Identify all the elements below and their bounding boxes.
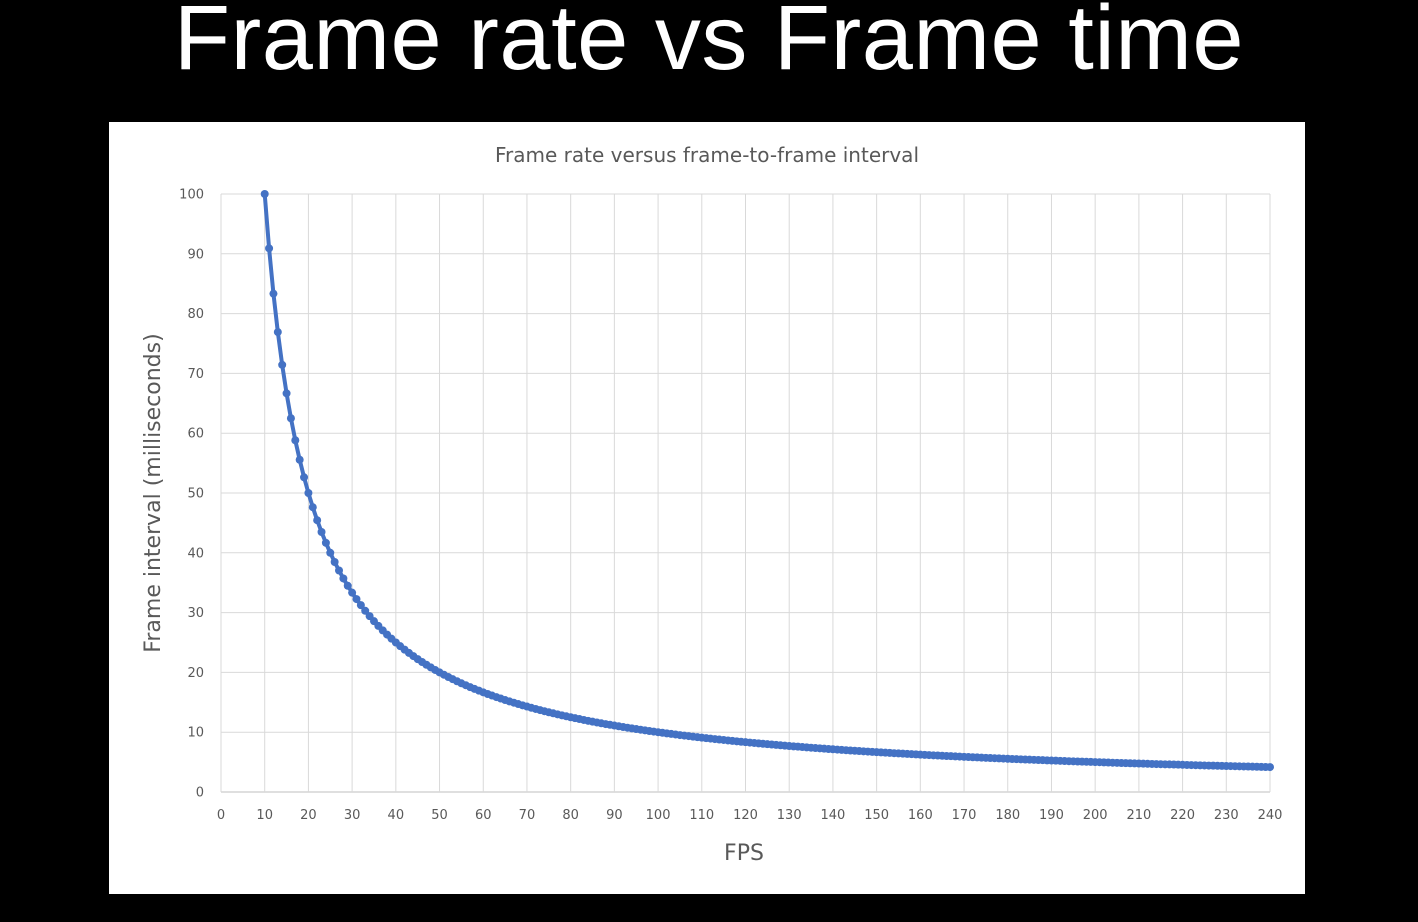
data-point — [352, 595, 361, 604]
x-tick-label: 80 — [562, 808, 579, 823]
x-axis-ticks: 0 10 20 30 40 50 60 70 80 90 100 110 120 130 140 150 160… — [217, 808, 1283, 823]
x-tick-label: 20 — [300, 808, 317, 823]
data-point — [286, 414, 295, 423]
y-tick-label: 20 — [187, 666, 204, 681]
data-point — [356, 601, 365, 610]
y-tick-label: 100 — [179, 188, 204, 203]
x-tick-label: 160 — [908, 808, 933, 823]
x-tick-label: 190 — [1039, 808, 1064, 823]
data-point — [273, 328, 282, 337]
data-point — [348, 588, 357, 597]
data-point — [282, 389, 291, 398]
y-tick-label: 40 — [187, 546, 204, 561]
x-tick-label: 40 — [388, 808, 405, 823]
y-axis-ticks: 0 10 20 30 40 50 60 70 80 90 100 — [179, 188, 204, 801]
data-point — [291, 436, 300, 445]
chart-title: Frame rate versus frame-to-frame interva… — [495, 143, 919, 167]
data-point — [335, 566, 344, 575]
x-tick-label: 60 — [475, 808, 492, 823]
y-axis-title: Frame interval (milliseconds) — [141, 333, 166, 652]
data-point — [326, 548, 335, 557]
data-point — [321, 538, 330, 547]
x-tick-label: 210 — [1126, 808, 1151, 823]
x-tick-label: 30 — [344, 808, 361, 823]
x-tick-label: 120 — [733, 808, 758, 823]
data-point — [304, 489, 313, 497]
x-tick-label: 10 — [256, 808, 273, 823]
series-line — [262, 192, 1272, 770]
data-point — [313, 516, 322, 525]
x-tick-label: 230 — [1214, 808, 1239, 823]
gridlines — [220, 193, 1271, 793]
y-tick-label: 10 — [187, 726, 204, 741]
data-point — [265, 244, 274, 253]
series-layer — [260, 190, 1274, 772]
data-point — [308, 503, 317, 512]
x-tick-label: 70 — [519, 808, 536, 823]
y-tick-label: 60 — [187, 427, 204, 442]
x-tick-label: 150 — [864, 808, 889, 823]
x-tick-label: 90 — [606, 808, 623, 823]
data-point — [269, 289, 278, 298]
y-tick-label: 80 — [187, 307, 204, 322]
x-tick-label: 170 — [952, 808, 977, 823]
chart: Frame rate versus frame-to-frame interva… — [141, 143, 1283, 866]
chart-panel: Frame rate versus frame-to-frame interva… — [109, 122, 1305, 894]
y-tick-label: 30 — [187, 606, 204, 621]
y-tick-label: 90 — [187, 247, 204, 262]
x-tick-label: 110 — [689, 808, 714, 823]
data-point — [330, 558, 339, 567]
x-tick-label: 200 — [1083, 808, 1108, 823]
data-point — [317, 527, 326, 536]
data-point — [343, 581, 352, 590]
data-point — [339, 574, 348, 583]
x-axis-title: FPS — [724, 841, 764, 866]
data-point — [300, 473, 309, 482]
data-point — [1266, 763, 1274, 772]
x-tick-label: 100 — [646, 808, 671, 823]
x-tick-label: 0 — [217, 808, 225, 823]
slide-title: Frame rate vs Frame time — [173, 0, 1245, 89]
data-point — [295, 455, 304, 464]
x-tick-label: 180 — [995, 808, 1020, 823]
x-tick-label: 130 — [777, 808, 802, 823]
x-tick-label: 240 — [1258, 808, 1283, 823]
x-tick-label: 140 — [821, 808, 846, 823]
y-tick-label: 50 — [187, 487, 204, 502]
data-point — [260, 190, 269, 198]
data-point — [278, 360, 287, 369]
y-tick-label: 0 — [196, 786, 204, 801]
x-tick-label: 220 — [1170, 808, 1195, 823]
data-point — [361, 606, 370, 615]
x-tick-label: 50 — [431, 808, 448, 823]
y-tick-label: 70 — [187, 367, 204, 382]
